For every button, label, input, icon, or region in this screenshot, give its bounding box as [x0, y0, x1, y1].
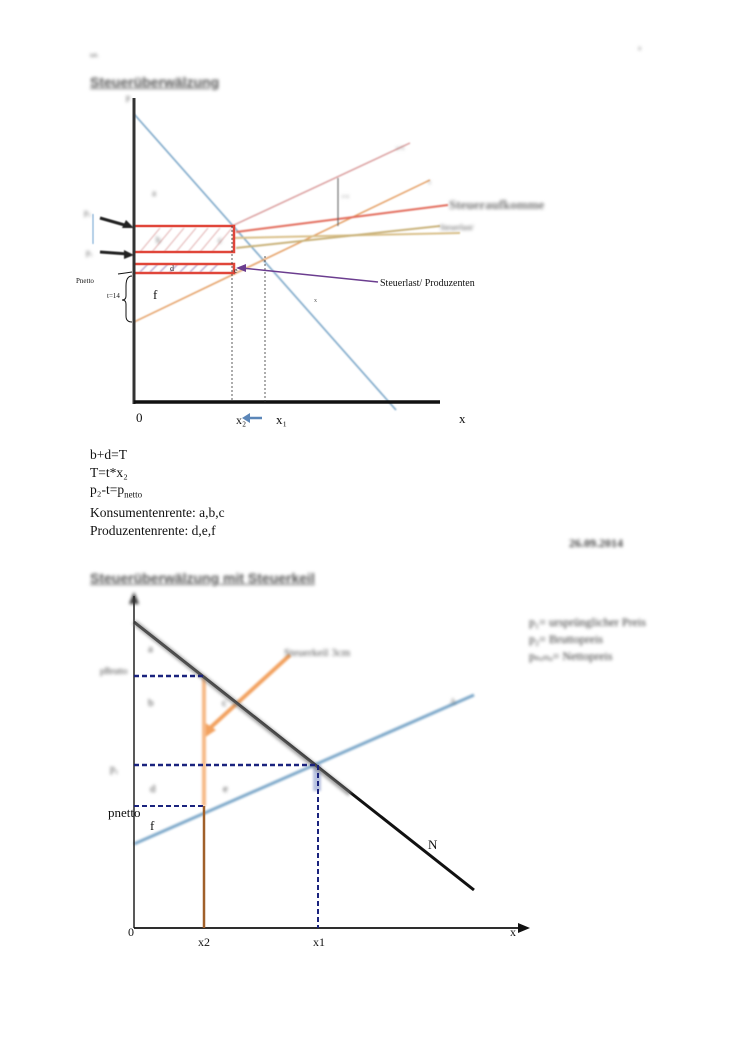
- equation-line: b+d=T: [90, 447, 127, 462]
- x2-tick-label: x₂: [236, 413, 246, 427]
- p1-label-2: p₁: [110, 764, 119, 775]
- x2-tick-label-2: x2: [198, 935, 210, 949]
- hatched-area-d: [139, 263, 219, 273]
- curve-upper-label: x+t: [396, 146, 404, 152]
- t-label: t=14: [107, 292, 120, 300]
- area-f-label-2: f: [150, 818, 155, 833]
- supply-curve-pink: [231, 142, 411, 227]
- area-c-label: c: [218, 235, 222, 245]
- steuerlast-produzenten-arrow: [241, 267, 379, 283]
- steueraufkommen-arrow: [235, 204, 449, 233]
- curve-mid-label: x: [428, 180, 431, 186]
- pnetto-label-2: pnetto: [108, 805, 141, 820]
- diagram-steuerueberwaelzung: p 0 x₂ x₁ x p₂ p₁ Pnetto t=14 a b c d e …: [76, 93, 545, 427]
- note-steueraufkommen: Steueraufkomme: [449, 197, 545, 212]
- note-steuerlast-produzenten: Steuerlast/ Produzenten: [380, 278, 475, 289]
- equation-line: Konsumentenrente: a,b,c: [90, 505, 225, 521]
- origin-label-2: 0: [128, 925, 134, 939]
- origin-label: 0: [136, 410, 143, 425]
- legend-item: pₙₑₜₜₒ= Nettopreis: [529, 649, 613, 663]
- axis-p-label: p: [126, 93, 130, 102]
- date-label: 26.09.2014: [569, 536, 623, 550]
- axis-x-label: x: [459, 411, 466, 426]
- area-d-label-2: d: [150, 783, 156, 795]
- pnetto-label: Pnetto: [76, 277, 94, 285]
- legend-item: p₁= ursprünglicher Preis: [529, 615, 646, 629]
- area-f-label: f: [153, 287, 158, 302]
- curve-a-label: A: [450, 697, 456, 706]
- area-b-label-2: b: [148, 697, 154, 709]
- equation-line: Produzentenrente: d,e,f: [90, 522, 216, 538]
- diagram-steuerkeil: pBrutto p₁ pnetto a b c d e f Steuerkeil…: [100, 592, 530, 949]
- equation-line: p₂-t=pnetto: [90, 482, 143, 500]
- area-e-label-2: e: [223, 783, 228, 795]
- section2-title: Steuerüberwälzung mit Steuerkeil: [90, 570, 315, 586]
- supply-curve-a: [133, 693, 475, 846]
- t-brace: [121, 275, 133, 323]
- equation-line: T=t*x₂: [90, 464, 128, 480]
- area-d-label: d: [170, 264, 174, 273]
- axis-x-label-2: x: [510, 925, 516, 939]
- steuerkeil-arrow: [208, 653, 292, 730]
- area-a-label: a: [152, 188, 156, 198]
- steuerkeil-label: Steuerkeil 3cm: [284, 647, 351, 659]
- p1-label: p₁: [86, 248, 93, 257]
- header-right-mark: a: [638, 44, 642, 52]
- x1-tick-label-2: x1: [313, 935, 325, 949]
- price-legend: p₁= ursprünglicher Preis p₂= Bruttopreis…: [529, 614, 646, 665]
- curve-n-label: N: [428, 837, 438, 852]
- pbrutto-label: pBrutto: [100, 666, 128, 676]
- steuerlast-k-arrow: [235, 225, 441, 249]
- arrow-p1: [99, 250, 129, 256]
- t-small-label: t=4: [342, 195, 349, 200]
- section1-title: Steuerüberwälzung: [90, 74, 220, 90]
- area-c-label-2: c: [222, 697, 227, 709]
- curve-demand-label: x: [314, 298, 317, 304]
- supply-curve-orange: [133, 179, 431, 323]
- area-a-label-2: a: [148, 643, 153, 655]
- header-left-mark: tab.: [90, 53, 99, 59]
- area-e-label: e: [234, 266, 238, 275]
- p2-label: p₂: [84, 208, 91, 217]
- legend-item: p₂= Bruttopreis: [529, 632, 603, 646]
- hatched-area-b: [139, 227, 233, 253]
- arrow-p2: [99, 216, 129, 228]
- note-steuerlast-konsumenten: Steuerlast/: [440, 223, 475, 232]
- area-b-label: b: [156, 235, 161, 245]
- x1-tick-label: x₁: [276, 412, 287, 427]
- equations-block: b+d=T T=t*x₂ p₂-t=pnetto Konsumentenrent…: [90, 446, 225, 539]
